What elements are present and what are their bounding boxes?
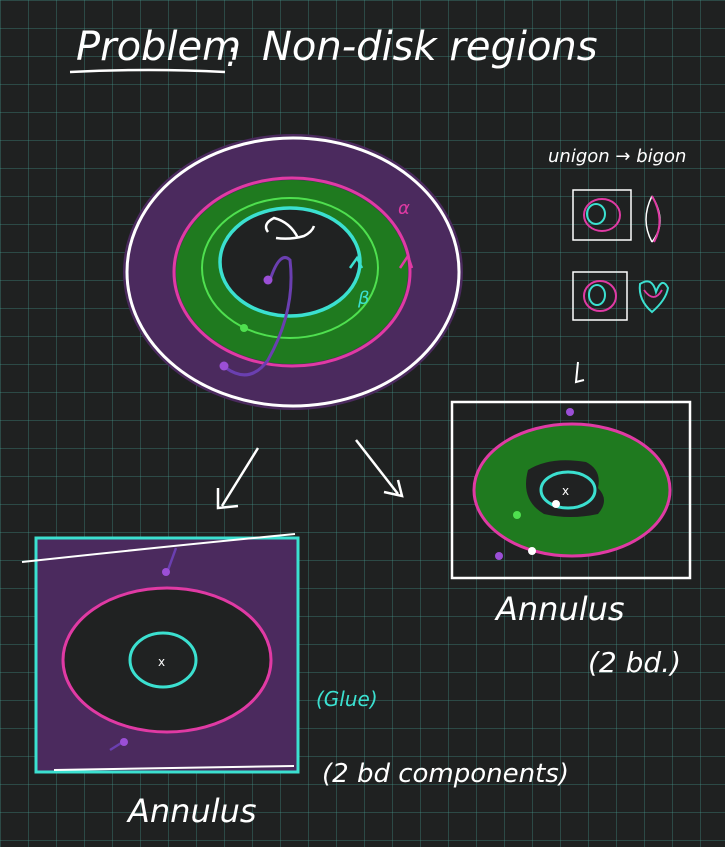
left-purple-point-2 [120, 738, 128, 746]
title-separator: : [226, 34, 238, 75]
purple-arc [225, 256, 293, 377]
inset-bigon-alpha-2 [643, 289, 663, 298]
main-surface: α β [123, 134, 463, 410]
title-problem: Problem [76, 24, 241, 70]
alpha-curve [172, 176, 412, 368]
right-annulus-label: Annulus [494, 590, 625, 628]
right-puncture-mark: x [562, 484, 569, 498]
inset-box-2 [572, 271, 628, 321]
left-box-cyan [34, 536, 300, 774]
right-beta-curve [539, 470, 597, 510]
left-box-bottom-stroke [53, 765, 295, 771]
arrow-left [216, 447, 260, 510]
hole-sketch [264, 216, 316, 240]
left-annulus-label: Annulus [126, 792, 257, 830]
inset-beta-2 [588, 284, 606, 306]
inset-caption: unigon → bigon [548, 146, 686, 167]
green-curve [201, 197, 379, 339]
right-box [450, 400, 692, 580]
inset-beta-1 [586, 203, 606, 225]
right-alpha-curve [472, 422, 672, 558]
green-point [240, 324, 248, 332]
left-alpha-curve [61, 586, 273, 734]
arrow-right [355, 439, 404, 498]
left-annulus: x Annulus (Glue) (2 bd components) [21, 533, 569, 830]
unigon-inset: unigon → bigon [548, 146, 686, 384]
inset-box-1 [572, 189, 632, 241]
left-inner-region [63, 588, 271, 732]
left-beta-curve [128, 631, 198, 689]
right-white-point-2 [528, 547, 536, 555]
inset-bigon-alpha-1 [651, 195, 661, 243]
purple-point-outer [219, 361, 229, 371]
alpha-arrow [398, 253, 414, 269]
glue-note: (Glue) [316, 687, 378, 711]
inset-alpha-2 [583, 280, 617, 312]
down-arrow [574, 361, 585, 384]
inset-alpha-1 [583, 198, 621, 232]
right-green-point [513, 511, 521, 519]
title-underline [69, 68, 226, 74]
left-purple-point-1 [162, 568, 170, 576]
right-purple-point-2 [566, 408, 574, 416]
beta-label: β [357, 288, 370, 309]
right-purple-point-1 [495, 552, 503, 560]
title-topic: Non-disk regions [262, 24, 598, 70]
right-white-point-1 [552, 500, 560, 508]
right-boundary-note: (2 bd.) [588, 646, 681, 679]
inset-bigon-2 [638, 280, 670, 314]
left-boundary-note: (2 bd components) [322, 759, 569, 789]
purple-point [263, 275, 273, 285]
outer-boundary [125, 136, 461, 408]
left-puncture-mark: x [158, 655, 165, 669]
beta-arrow [348, 255, 364, 269]
right-annulus: x Annulus (2 bd.) [450, 400, 692, 679]
title: Problem : Non-disk regions [69, 24, 598, 75]
left-box-top-stroke [21, 533, 296, 563]
alpha-label: α [398, 198, 410, 219]
